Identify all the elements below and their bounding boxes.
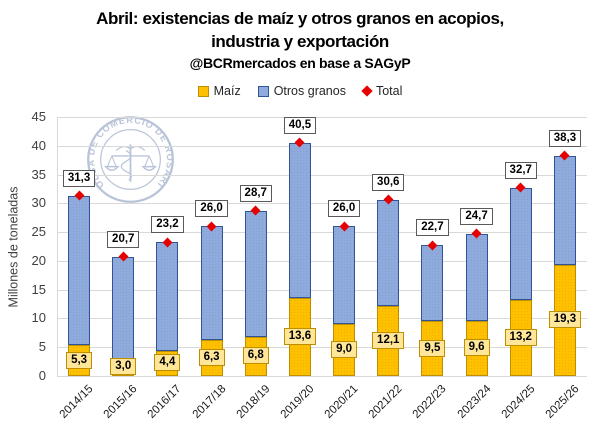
maiz-value-label: 3,0 bbox=[110, 358, 137, 376]
bcr-logo-watermark: BOLSA DE COMERCIO DE ROSARIO bbox=[86, 115, 174, 203]
total-value-label-wrap: 32,7 bbox=[491, 161, 551, 179]
maiz-value-label: 6,3 bbox=[198, 348, 225, 366]
y-axis-tick-label: 5 bbox=[38, 339, 46, 355]
total-value-label-wrap: 26,0 bbox=[182, 200, 242, 218]
maiz-value-label: 6,8 bbox=[242, 347, 269, 365]
gridline bbox=[57, 232, 587, 234]
legend-label-maiz: Maíz bbox=[213, 84, 241, 98]
y-axis-line bbox=[57, 117, 58, 376]
total-value-label-wrap: 22,7 bbox=[402, 219, 462, 237]
bar-segment-otros-granos bbox=[333, 226, 356, 325]
maiz-value-label: 4,4 bbox=[154, 354, 181, 372]
y-axis-tick-label: 40 bbox=[31, 137, 46, 153]
gridline bbox=[57, 145, 587, 147]
chart-title: Abril: existencias de maíz y otros grano… bbox=[0, 7, 600, 53]
gridline bbox=[57, 289, 587, 291]
total-value-label-wrap: 26,0 bbox=[314, 200, 374, 218]
total-value-label-wrap: 24,7 bbox=[447, 207, 507, 225]
maiz-value-label: 9,5 bbox=[419, 339, 446, 357]
maiz-value-label-wrap: 9,6 bbox=[447, 339, 507, 357]
bar-segment-otros-granos bbox=[421, 245, 444, 322]
maiz-value-label-wrap: 9,0 bbox=[314, 341, 374, 359]
chart-title-line2: industria y exportación bbox=[211, 32, 389, 51]
bar-segment-otros-granos bbox=[156, 242, 179, 351]
bar-segment-otros-granos bbox=[288, 142, 311, 298]
total-value-label: 22,7 bbox=[416, 219, 449, 237]
total-value-label-wrap: 31,3 bbox=[49, 169, 109, 187]
gridline bbox=[57, 260, 587, 262]
maiz-value-label-wrap: 4,4 bbox=[137, 354, 197, 372]
bar-segment-otros-granos bbox=[200, 226, 223, 340]
y-axis-tick-label: 20 bbox=[31, 252, 46, 268]
gridline bbox=[57, 347, 587, 349]
y-axis-tick-label: 30 bbox=[31, 195, 46, 211]
bar-segment-otros-granos bbox=[509, 187, 532, 300]
maiz-value-label-wrap: 6,8 bbox=[226, 347, 286, 365]
total-value-label: 31,3 bbox=[62, 169, 96, 187]
total-value-label-wrap: 23,2 bbox=[137, 216, 197, 234]
bar-segment-otros-granos bbox=[465, 233, 488, 321]
total-value-label: 26,0 bbox=[195, 200, 228, 218]
otros-granos-swatch-icon bbox=[257, 85, 269, 97]
bar-segment-otros-granos bbox=[553, 155, 576, 265]
total-value-label: 30,6 bbox=[372, 173, 405, 191]
y-axis-tick-label: 25 bbox=[31, 224, 46, 240]
maiz-value-label: 12,1 bbox=[372, 332, 405, 350]
total-value-label: 23,2 bbox=[151, 216, 184, 234]
total-value-label: 32,7 bbox=[504, 161, 537, 179]
total-value-label-wrap: 30,6 bbox=[358, 173, 418, 191]
maiz-value-label: 9,0 bbox=[331, 341, 358, 359]
bar-segment-otros-granos bbox=[112, 256, 135, 359]
legend-item-otros-granos: Otros granos bbox=[257, 84, 346, 98]
bar-segment-otros-granos bbox=[68, 195, 91, 346]
legend-item-maiz: Maíz bbox=[197, 84, 241, 98]
chart-title-line1: Abril: existencias de maíz y otros grano… bbox=[96, 9, 504, 28]
y-axis-tick-label: 0 bbox=[38, 368, 46, 383]
legend-label-otros-granos: Otros granos bbox=[273, 84, 346, 98]
total-value-label-wrap: 20,7 bbox=[93, 230, 153, 248]
gridline bbox=[57, 174, 587, 176]
total-value-label: 38,3 bbox=[548, 129, 582, 147]
legend-label-total: Total bbox=[375, 84, 403, 98]
y-axis-tick-label: 45 bbox=[31, 109, 46, 124]
maiz-swatch-icon bbox=[197, 85, 209, 97]
maiz-value-label: 13,6 bbox=[283, 327, 317, 345]
maiz-value-label: 5,3 bbox=[66, 351, 93, 369]
gridline bbox=[57, 376, 587, 377]
gridline bbox=[57, 318, 587, 320]
maiz-value-label-wrap: 12,1 bbox=[358, 332, 418, 350]
total-value-label: 20,7 bbox=[107, 230, 140, 248]
maiz-value-label-wrap: 3,0 bbox=[93, 358, 153, 376]
maiz-value-label-wrap: 19,3 bbox=[535, 311, 595, 329]
maiz-value-label-wrap: 9,5 bbox=[402, 339, 462, 357]
total-value-label-wrap: 40,5 bbox=[270, 116, 330, 134]
y-axis-tick-label: 15 bbox=[31, 281, 46, 297]
total-value-label-wrap: 28,7 bbox=[226, 184, 286, 202]
total-value-label: 26,0 bbox=[327, 200, 361, 218]
maiz-value-label-wrap: 6,3 bbox=[182, 348, 242, 366]
y-axis-tick-label: 10 bbox=[31, 310, 46, 326]
bar-segment-otros-granos bbox=[377, 199, 400, 307]
maiz-value-label-wrap: 13,6 bbox=[270, 327, 330, 345]
y-axis-tick-label: 35 bbox=[31, 166, 46, 182]
maiz-value-label: 9,6 bbox=[463, 339, 490, 357]
maiz-value-label: 13,2 bbox=[504, 329, 537, 346]
total-value-label-wrap: 38,3 bbox=[535, 129, 595, 147]
maiz-value-label-wrap: 13,2 bbox=[491, 329, 551, 346]
bar-segment-otros-granos bbox=[244, 210, 267, 337]
legend-item-total: Total bbox=[361, 84, 403, 98]
total-value-label: 24,7 bbox=[460, 207, 493, 225]
maiz-value-label: 19,3 bbox=[548, 311, 582, 329]
chart-subtitle: @BCRmercados en base a SAGyP bbox=[189, 55, 411, 71]
total-value-label: 40,5 bbox=[283, 116, 317, 134]
maiz-value-label-wrap: 5,3 bbox=[49, 351, 109, 369]
chart-legend: Maíz Otros granos Total bbox=[0, 84, 600, 98]
gridline bbox=[57, 203, 587, 205]
total-value-label: 28,7 bbox=[239, 184, 272, 202]
gridline bbox=[57, 117, 587, 118]
